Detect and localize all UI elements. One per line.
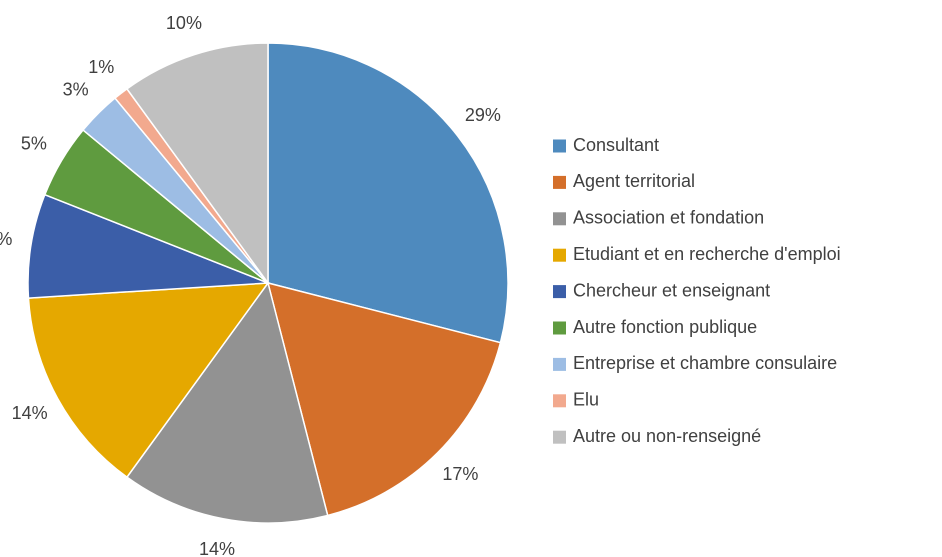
legend-label: Elu xyxy=(573,390,599,410)
legend-swatch xyxy=(553,394,566,408)
pie-slice xyxy=(27,193,269,299)
legend-swatch xyxy=(553,139,566,153)
legend-label: Entreprise et chambre consulaire xyxy=(573,353,837,373)
data-label: 29% xyxy=(465,105,501,125)
pie-slice xyxy=(125,42,269,286)
pie-slice xyxy=(27,282,270,479)
legend-swatch xyxy=(553,212,566,226)
legend-label: Consultant xyxy=(573,135,659,155)
legend-label: Association et fondation xyxy=(573,208,764,228)
legend-label: Agent territorial xyxy=(573,171,695,191)
legend-label: Autre ou non-renseigné xyxy=(573,426,761,446)
legend-label: Etudiant et en recherche d'emploi xyxy=(573,244,841,264)
data-label: 10% xyxy=(166,13,202,33)
legend-swatch xyxy=(553,357,566,371)
data-label: 17% xyxy=(442,464,478,484)
data-label: 14% xyxy=(12,403,48,423)
legend-label: Autre fonction publique xyxy=(573,317,757,337)
legend-swatch xyxy=(553,430,566,444)
legend-swatch xyxy=(553,285,566,299)
pie-slice xyxy=(267,42,509,344)
data-label: 14% xyxy=(199,539,235,557)
legend-swatch xyxy=(553,175,566,189)
legend-swatch xyxy=(553,321,566,335)
data-label: 3% xyxy=(63,79,89,99)
data-label: 5% xyxy=(21,133,47,153)
legend-label: Chercheur et enseignant xyxy=(573,280,770,300)
data-label: 7% xyxy=(0,229,12,249)
data-label: 1% xyxy=(88,57,114,77)
legend-swatch xyxy=(553,248,566,262)
pie-slice xyxy=(125,281,329,524)
pie-slice xyxy=(266,281,502,517)
